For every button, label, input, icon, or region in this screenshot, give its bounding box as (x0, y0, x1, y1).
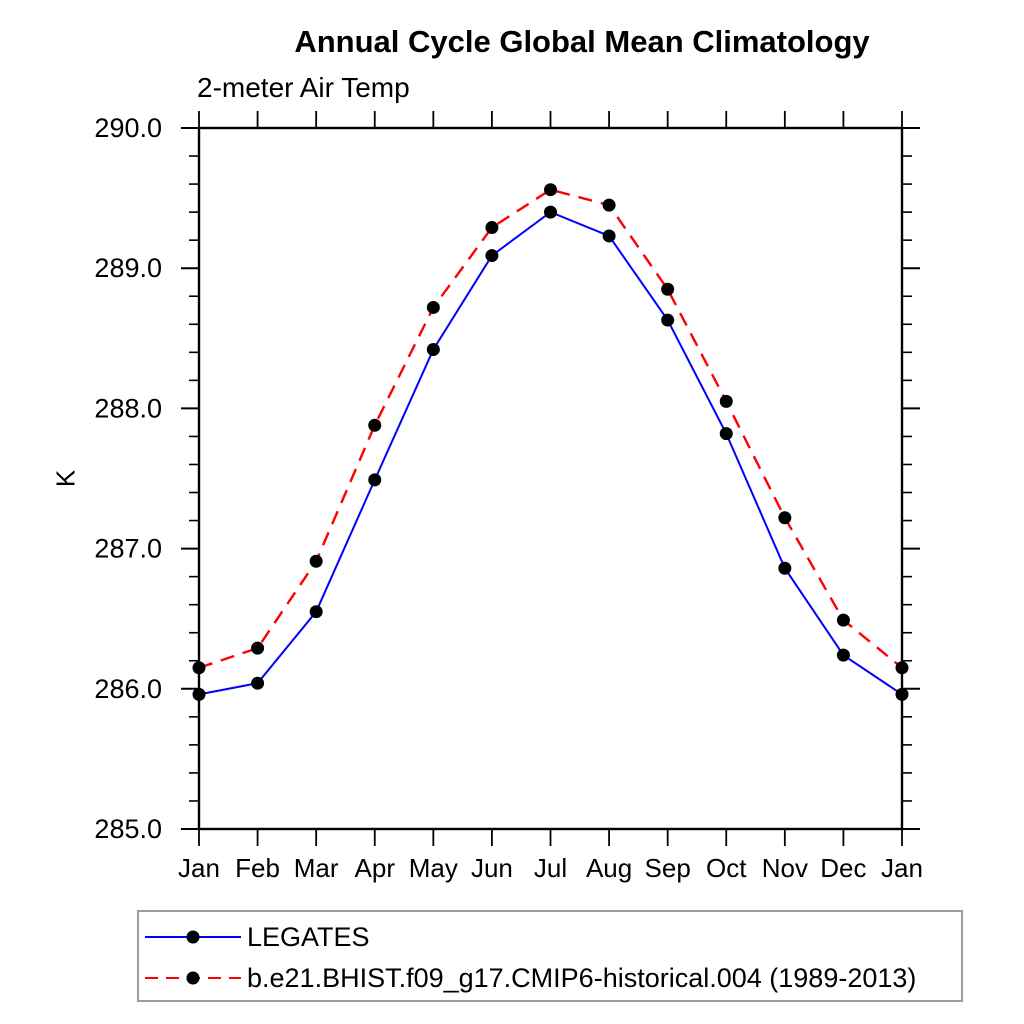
data-point-marker (309, 554, 323, 568)
x-tick-label: Nov (762, 853, 808, 883)
legend-item-label: LEGATES (247, 921, 370, 952)
data-point-marker (192, 687, 206, 701)
data-point-marker (544, 183, 557, 197)
x-tick-label: Jan (881, 853, 923, 883)
data-point-marker (895, 687, 909, 701)
data-point-marker (485, 249, 499, 263)
y-tick-label: 289.0 (94, 253, 162, 283)
data-point-marker (836, 648, 850, 662)
data-point-marker (192, 661, 206, 675)
x-tick-label: Jul (534, 853, 567, 883)
data-point-marker (602, 198, 616, 212)
data-point-marker (778, 561, 792, 575)
data-point-marker (309, 605, 323, 619)
y-tick-label: 287.0 (94, 534, 162, 564)
x-tick-label: Mar (294, 853, 339, 883)
y-tick-label: 288.0 (94, 393, 162, 423)
x-tick-label: Jun (471, 853, 513, 883)
data-point-marker (602, 229, 616, 243)
y-tick-label: 285.0 (94, 814, 162, 844)
x-tick-label: Feb (235, 853, 280, 883)
data-point-marker (368, 473, 382, 487)
data-point-marker (719, 427, 733, 441)
series-line-0 (198, 210, 903, 696)
legend-item-legates: LEGATES (143, 921, 370, 952)
data-point-marker (836, 613, 850, 627)
x-tick-label: Aug (586, 853, 632, 883)
legend-line-sample-icon (145, 971, 241, 985)
data-point-marker (426, 300, 440, 314)
legend-sample-marker (186, 930, 200, 944)
y-tick-label: 290.0 (94, 113, 162, 143)
data-point-marker (251, 641, 265, 655)
data-point-marker (661, 282, 675, 296)
y-tick-label: 286.0 (94, 674, 162, 704)
data-point-marker (544, 205, 557, 219)
data-point-marker (661, 313, 675, 327)
data-point-marker (368, 418, 382, 432)
legend-line-sample-icon (145, 930, 241, 944)
data-point-marker (895, 661, 909, 675)
chart-subtitle: 2-meter Air Temp (197, 72, 410, 103)
data-point-marker (485, 221, 499, 235)
data-point-marker (251, 676, 265, 690)
data-point-marker (778, 511, 792, 525)
legend-item-model: b.e21.BHIST.f09_g17.CMIP6-historical.004… (143, 962, 917, 993)
legend-sample-marker (186, 971, 200, 985)
chart-title: Annual Cycle Global Mean Climatology (294, 24, 870, 59)
x-tick-label: Oct (706, 853, 747, 883)
series-line-1 (198, 188, 903, 669)
data-point-marker (426, 343, 440, 357)
x-tick-label: Jan (178, 853, 220, 883)
x-tick-label: Sep (645, 853, 691, 883)
legend: LEGATES b.e21.BHIST.f09_g17.CMIP6-histor… (137, 910, 963, 1002)
x-tick-label: May (409, 853, 458, 883)
data-point-marker (719, 394, 733, 408)
axis-frame (197, 126, 904, 831)
legend-item-label: b.e21.BHIST.f09_g17.CMIP6-historical.004… (247, 962, 917, 993)
x-tick-label: Dec (820, 853, 866, 883)
x-tick-label: Apr (355, 853, 396, 883)
